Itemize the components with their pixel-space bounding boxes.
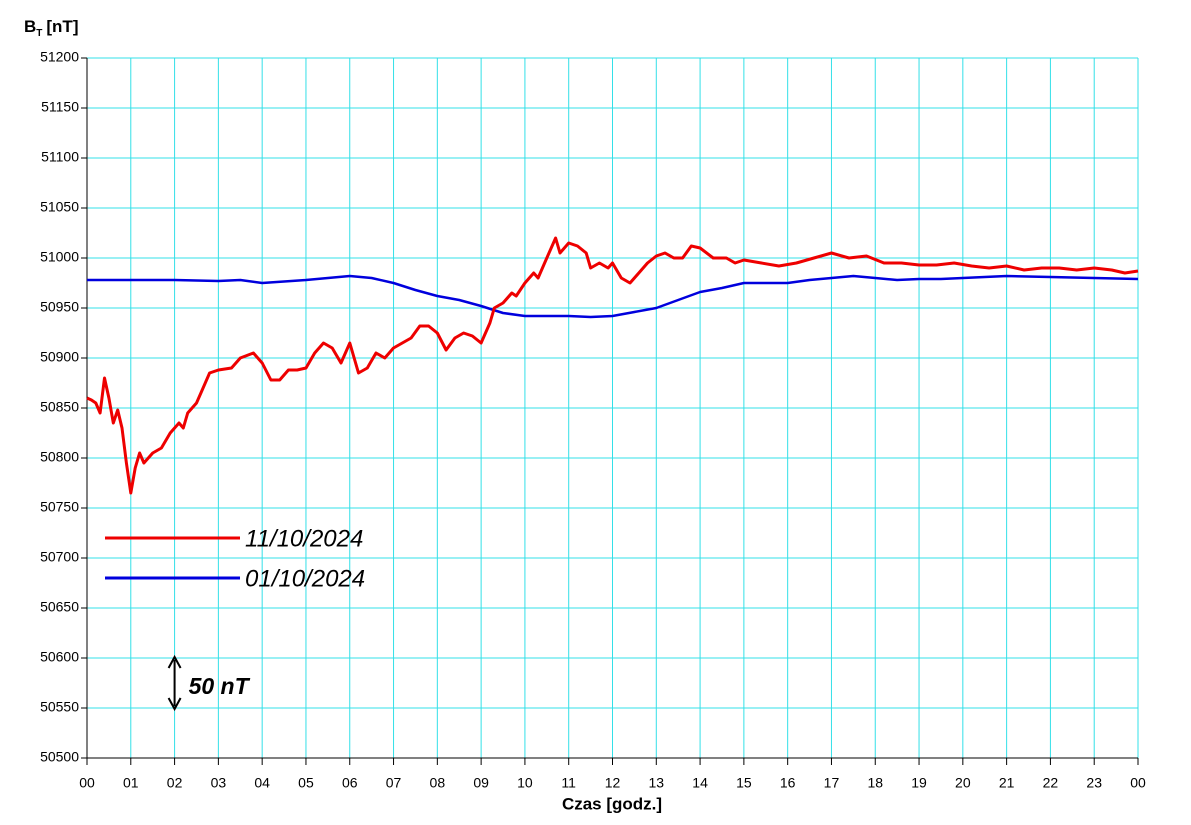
y-tick-label: 50700 <box>40 549 79 565</box>
y-tick-label: 50650 <box>40 599 79 615</box>
x-tick-label: 05 <box>298 775 314 791</box>
x-tick-label: 15 <box>736 775 752 791</box>
x-tick-label: 10 <box>517 775 533 791</box>
y-tick-label: 51200 <box>40 49 79 65</box>
x-axis-label: Czas [godz.] <box>562 794 662 813</box>
x-tick-label: 18 <box>867 775 883 791</box>
y-axis-label: BT [nT] <box>24 17 78 38</box>
x-tick-label: 11 <box>561 775 576 791</box>
legend-label: 11/10/2024 <box>245 525 363 552</box>
x-tick-label: 16 <box>780 775 796 791</box>
x-tick-label: 21 <box>999 775 1015 791</box>
y-tick-label: 50850 <box>40 399 79 415</box>
legend-label: 01/10/2024 <box>245 565 365 592</box>
y-tick-label: 51050 <box>40 199 79 215</box>
x-tick-label: 19 <box>911 775 927 791</box>
x-tick-label: 07 <box>386 775 402 791</box>
x-tick-label: 09 <box>473 775 489 791</box>
y-tick-label: 50500 <box>40 749 79 765</box>
x-tick-label: 08 <box>430 775 446 791</box>
x-tick-label: 04 <box>254 775 270 791</box>
x-tick-label: 00 <box>79 775 95 791</box>
y-tick-label: 50800 <box>40 449 79 465</box>
y-label-sub: T <box>36 28 42 39</box>
y-tick-label: 50950 <box>40 299 79 315</box>
x-tick-label: 01 <box>123 775 139 791</box>
annotation: 50 nT <box>189 673 251 699</box>
x-tick-label: 17 <box>824 775 840 791</box>
y-label-main: B <box>24 17 36 36</box>
y-tick-label: 51150 <box>41 99 79 115</box>
y-tick-label: 50550 <box>40 699 79 715</box>
x-tick-label: 20 <box>955 775 971 791</box>
x-tick-label: 00 <box>1130 775 1146 791</box>
y-tick-label: 51000 <box>40 249 79 265</box>
y-tick-label: 51100 <box>41 149 79 165</box>
y-tick-label: 50900 <box>40 349 79 365</box>
x-tick-label: 14 <box>692 775 708 791</box>
x-tick-label: 06 <box>342 775 358 791</box>
data-line <box>87 274 1139 319</box>
y-tick-label: 50600 <box>40 649 79 665</box>
x-tick-label: 03 <box>211 775 227 791</box>
arrow-head <box>167 654 182 712</box>
data-line <box>86 236 1139 495</box>
x-tick-label: 02 <box>167 775 183 791</box>
x-tick-label: 22 <box>1043 775 1059 791</box>
y-label-unit: [nT] <box>46 17 78 36</box>
x-tick-label: 13 <box>649 775 665 791</box>
x-tick-label: 12 <box>605 775 621 791</box>
y-tick-label: 50750 <box>40 499 79 515</box>
x-tick-label: 23 <box>1086 775 1102 791</box>
